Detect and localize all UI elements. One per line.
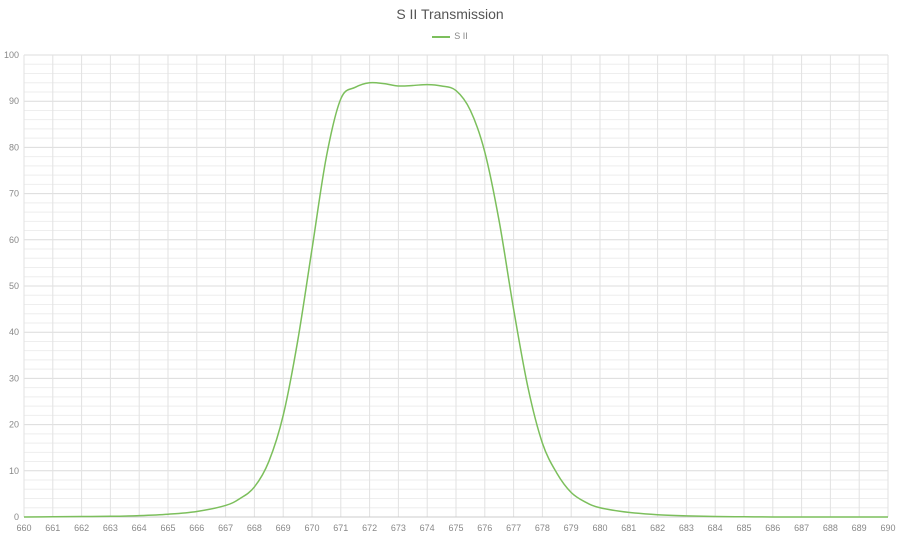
x-tick-label: 681 — [621, 523, 636, 533]
x-tick-label: 676 — [477, 523, 492, 533]
y-tick-label: 80 — [9, 142, 19, 152]
x-tick-label: 665 — [160, 523, 175, 533]
chart-title: S II Transmission — [396, 6, 504, 22]
x-tick-label: 668 — [247, 523, 262, 533]
x-tick-label: 672 — [362, 523, 377, 533]
x-tick-label: 684 — [708, 523, 723, 533]
x-tick-label: 660 — [16, 523, 31, 533]
y-tick-label: 50 — [9, 281, 19, 291]
x-tick-label: 670 — [304, 523, 319, 533]
x-tick-label: 685 — [736, 523, 751, 533]
x-tick-label: 675 — [448, 523, 463, 533]
x-tick-label: 661 — [45, 523, 60, 533]
x-tick-label: 679 — [564, 523, 579, 533]
x-tick-label: 664 — [132, 523, 147, 533]
y-tick-label: 0 — [14, 512, 19, 522]
x-tick-label: 669 — [276, 523, 291, 533]
y-tick-label: 90 — [9, 96, 19, 106]
x-tick-label: 663 — [103, 523, 118, 533]
x-tick-label: 686 — [765, 523, 780, 533]
y-tick-label: 100 — [4, 50, 19, 60]
x-tick-label: 688 — [823, 523, 838, 533]
legend-label: S II — [454, 31, 468, 41]
x-tick-label: 682 — [650, 523, 665, 533]
legend-swatch — [432, 35, 451, 38]
x-tick-label: 677 — [506, 523, 521, 533]
x-tick-label: 690 — [880, 523, 895, 533]
y-tick-label: 10 — [9, 466, 19, 476]
x-tick-label: 662 — [74, 523, 89, 533]
x-tick-label: 678 — [535, 523, 550, 533]
x-tick-label: 683 — [679, 523, 694, 533]
y-tick-label: 20 — [9, 420, 19, 430]
x-tick-label: 666 — [189, 523, 204, 533]
x-tick-label: 689 — [852, 523, 867, 533]
x-tick-label: 667 — [218, 523, 233, 533]
x-tick-label: 680 — [592, 523, 607, 533]
x-tick-label: 671 — [333, 523, 348, 533]
y-tick-label: 60 — [9, 235, 19, 245]
y-tick-label: 70 — [9, 189, 19, 199]
series-line — [23, 81, 888, 518]
legend[interactable]: S II — [0, 31, 900, 41]
x-tick-label: 673 — [391, 523, 406, 533]
y-tick-label: 40 — [9, 327, 19, 337]
x-tick-label: 674 — [420, 523, 435, 533]
x-tick-label: 687 — [794, 523, 809, 533]
y-tick-label: 30 — [9, 373, 19, 383]
